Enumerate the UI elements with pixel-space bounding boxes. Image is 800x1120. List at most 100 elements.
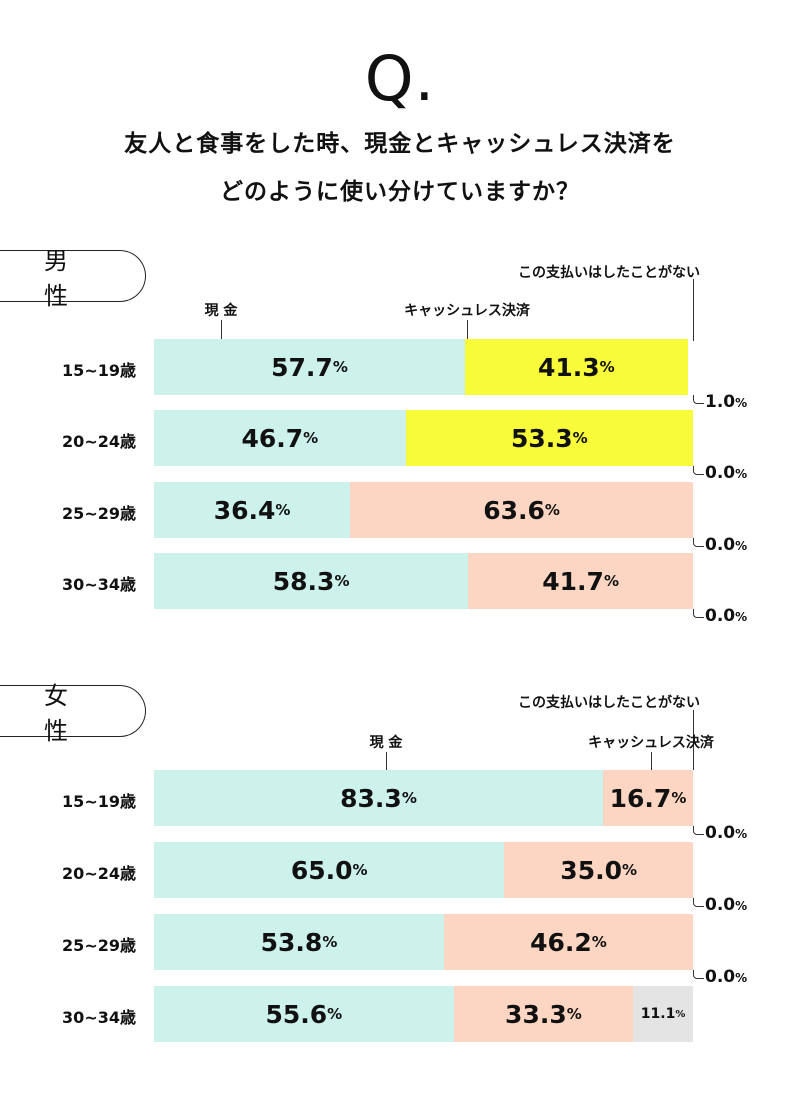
male-age-label: 15~19歳	[62, 361, 136, 380]
female-none-percent-sign: %	[735, 971, 748, 985]
male-percent-sign: %	[332, 358, 348, 376]
female-none-percent-sign: %	[735, 899, 748, 913]
male-legend-cash-tick	[221, 320, 222, 341]
female-bar-row: 83.3% 16.7%	[154, 770, 693, 826]
male-value-label: 63.6	[483, 495, 545, 525]
male-bar-segment-cashless: 41.3%	[465, 339, 688, 395]
female-group-tab: 女 性	[0, 682, 146, 745]
female-none-value-number: 0.0	[705, 967, 736, 987]
female-none-value: 0.0%	[705, 823, 747, 843]
female-bar-segment-cashless: 16.7%	[602, 770, 693, 826]
male-age-label: 30~34歳	[62, 575, 136, 594]
female-none-connector	[693, 898, 704, 907]
female-value-label: 65.0	[290, 855, 353, 885]
male-none-value: 0.0%	[705, 606, 747, 626]
male-none-percent-sign: %	[735, 610, 748, 624]
male-none-value-number: 0.0	[705, 606, 736, 626]
female-value-label: 53.8	[260, 927, 323, 957]
female-bar-segment-cashless: 33.3%	[453, 986, 634, 1042]
female-none-value: 0.0%	[705, 895, 747, 915]
female-none-connector	[693, 826, 704, 835]
female-none-connector	[693, 970, 704, 979]
female-percent-sign: %	[591, 933, 607, 951]
female-age-label: 30~34歳	[62, 1008, 136, 1027]
male-legend-none-tick	[693, 279, 694, 341]
female-value-label: 55.6	[265, 999, 328, 1029]
male-none-connector	[693, 609, 704, 618]
female-age-label: 15~19歳	[62, 792, 136, 811]
male-none-percent-sign: %	[735, 396, 748, 410]
female-legend-cashless: キャッシュレス決済	[588, 735, 714, 751]
female-bar-segment-cash: 65.0%	[154, 842, 505, 898]
male-none-value-number: 0.0	[705, 463, 736, 483]
female-percent-sign: %	[401, 789, 417, 807]
female-percent-sign: %	[352, 861, 368, 879]
male-value-label: 58.3	[272, 566, 335, 596]
male-bar-segment-cash: 36.4%	[154, 482, 351, 538]
male-none-connector	[693, 538, 704, 547]
male-value-label: 57.7	[271, 352, 333, 382]
male-percent-sign: %	[599, 358, 615, 376]
male-group-label: 男 性	[44, 247, 88, 310]
female-bar-segment-cash: 55.6%	[154, 986, 454, 1042]
male-age-label: 25~29歳	[62, 504, 136, 523]
female-bar-segment-cash: 53.8%	[154, 914, 444, 970]
question-line-2: どのように使い分けていますか？	[220, 179, 580, 205]
male-bar-segment-cashless: 63.6%	[350, 482, 693, 538]
female-value-label: 16.7	[609, 783, 672, 813]
female-legend-cash-tick	[386, 752, 387, 770]
male-bar-row: 36.4% 63.6%	[154, 482, 693, 538]
female-percent-sign: %	[621, 861, 638, 879]
male-none-value: 0.0%	[705, 463, 747, 483]
male-none-connector	[693, 395, 704, 404]
female-percent-sign: %	[566, 1005, 582, 1023]
female-percent-sign: %	[675, 1008, 686, 1020]
male-value-label: 53.3	[510, 423, 573, 453]
female-age-label: 20~24歳	[62, 864, 136, 883]
male-legend-cashless-tick	[467, 320, 468, 341]
female-none-percent-sign: %	[735, 827, 748, 841]
male-legend-cash: 現 金	[204, 303, 238, 319]
male-percent-sign: %	[603, 572, 619, 590]
male-group-tab: 男 性	[0, 247, 146, 310]
female-bar-row: 55.6% 33.3% 11.1%	[154, 986, 693, 1042]
male-bar-segment-cash: 58.3%	[154, 553, 469, 609]
male-percent-sign: %	[334, 572, 350, 590]
male-none-percent-sign: %	[735, 467, 748, 481]
question-line-1: 友人と食事をした時、現金とキャッシュレス決済を	[124, 131, 676, 157]
female-none-value-number: 0.0	[705, 823, 736, 843]
male-bar-row: 58.3% 41.7%	[154, 553, 693, 609]
female-value-label: 46.2	[530, 927, 592, 957]
male-percent-sign: %	[572, 429, 588, 447]
female-group-label: 女 性	[44, 682, 88, 745]
male-legend-none: この支払いはしたことがない	[518, 265, 700, 281]
female-percent-sign: %	[671, 789, 687, 807]
male-percent-sign: %	[275, 501, 291, 519]
female-percent-sign: %	[327, 1005, 343, 1023]
female-bar-segment-cash: 83.3%	[154, 770, 603, 826]
male-bar-segment-cashless: 53.3%	[405, 410, 693, 466]
female-none-value-number: 0.0	[705, 895, 736, 915]
female-percent-sign: %	[322, 933, 338, 951]
male-percent-sign: %	[544, 501, 560, 519]
male-bar-segment-cashless: 41.7%	[468, 553, 693, 609]
male-none-value: 0.0%	[705, 535, 747, 555]
male-value-label: 46.7	[241, 423, 304, 453]
male-none-value-number: 0.0	[705, 535, 736, 555]
male-bar-segment-cash: 46.7%	[154, 410, 406, 466]
female-legend-cash: 現 金	[369, 735, 403, 751]
female-bar-row: 53.8% 46.2%	[154, 914, 693, 970]
male-value-label: 36.4	[213, 495, 276, 525]
female-bar-row: 65.0% 35.0%	[154, 842, 693, 898]
female-bar-segment-cashless: 46.2%	[443, 914, 693, 970]
male-age-label: 20~24歳	[62, 432, 136, 451]
female-value-label: 83.3	[340, 783, 402, 813]
male-bar-segment-cash: 57.7%	[154, 339, 465, 395]
female-legend-none: この支払いはしたことがない	[518, 695, 700, 711]
male-value-label: 41.7	[542, 566, 604, 596]
female-value-label: 35.0	[560, 855, 622, 885]
male-none-percent-sign: %	[735, 539, 748, 553]
male-bar-row: 57.7% 41.3%	[154, 339, 693, 395]
male-none-value-number: 1.0	[705, 392, 736, 412]
female-value-label: 33.3	[505, 999, 567, 1029]
